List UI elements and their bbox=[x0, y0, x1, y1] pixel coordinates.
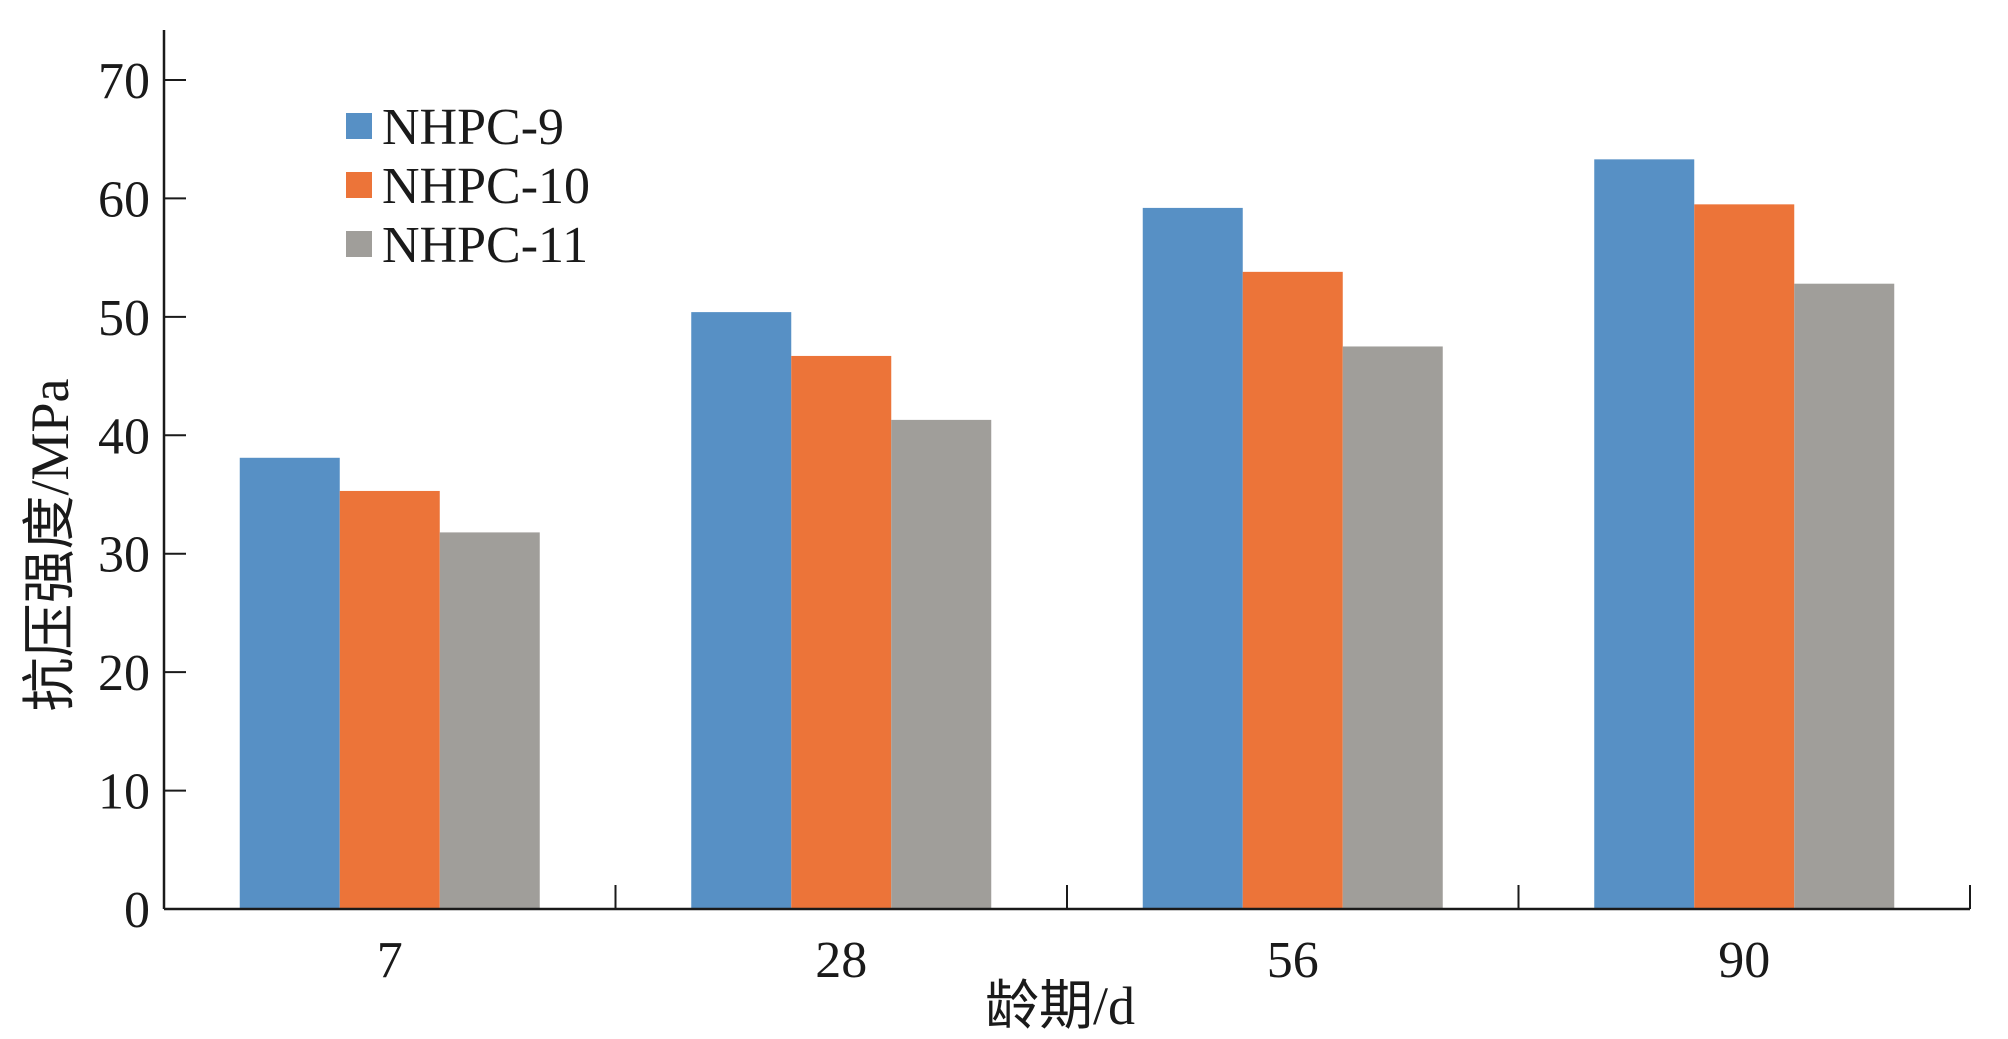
bar-NHPC-10-28 bbox=[791, 355, 892, 909]
x-tick-label: 90 bbox=[1718, 932, 1770, 989]
y-tick-label: 40 bbox=[98, 408, 150, 465]
legend-label: NHPC-9 bbox=[382, 99, 564, 156]
bars-layer bbox=[239, 159, 1895, 910]
legend-swatch bbox=[346, 172, 372, 198]
bar-NHPC-9-7 bbox=[239, 457, 340, 909]
y-tick-label: 30 bbox=[98, 527, 150, 584]
x-tick-label: 7 bbox=[377, 932, 403, 989]
bar-NHPC-11-7 bbox=[439, 532, 540, 909]
y-tick-label: 20 bbox=[98, 645, 150, 702]
bar-NHPC-9-56 bbox=[1142, 207, 1243, 910]
legend-label: NHPC-11 bbox=[382, 217, 588, 274]
legend-label: NHPC-10 bbox=[382, 158, 590, 215]
y-tick-label: 0 bbox=[124, 882, 150, 939]
y-tick-label: 70 bbox=[98, 53, 150, 110]
bar-NHPC-11-56 bbox=[1342, 346, 1443, 909]
y-tick-label: 60 bbox=[98, 171, 150, 228]
x-tick-label: 28 bbox=[815, 932, 867, 989]
bar-NHPC-11-90 bbox=[1794, 283, 1895, 909]
bar-NHPC-9-90 bbox=[1594, 159, 1695, 909]
y-tick-label: 50 bbox=[98, 290, 150, 347]
y-tick-label: 10 bbox=[98, 764, 150, 821]
y-axis-title: 抗压强度/MPa bbox=[20, 378, 80, 711]
x-axis-title: 龄期/d bbox=[985, 976, 1135, 1036]
bar-NHPC-10-7 bbox=[339, 490, 440, 909]
bar-NHPC-10-56 bbox=[1242, 271, 1343, 910]
bar-NHPC-11-28 bbox=[891, 419, 992, 909]
x-tick-label: 56 bbox=[1267, 932, 1319, 989]
bar-NHPC-10-90 bbox=[1694, 204, 1795, 910]
legend-swatch bbox=[346, 231, 372, 257]
bar-NHPC-9-28 bbox=[691, 312, 792, 909]
axes-layer: 7 28 56 90 0 10 20 30 40 50 60 70 bbox=[98, 30, 1971, 989]
legend-swatch bbox=[346, 113, 372, 139]
